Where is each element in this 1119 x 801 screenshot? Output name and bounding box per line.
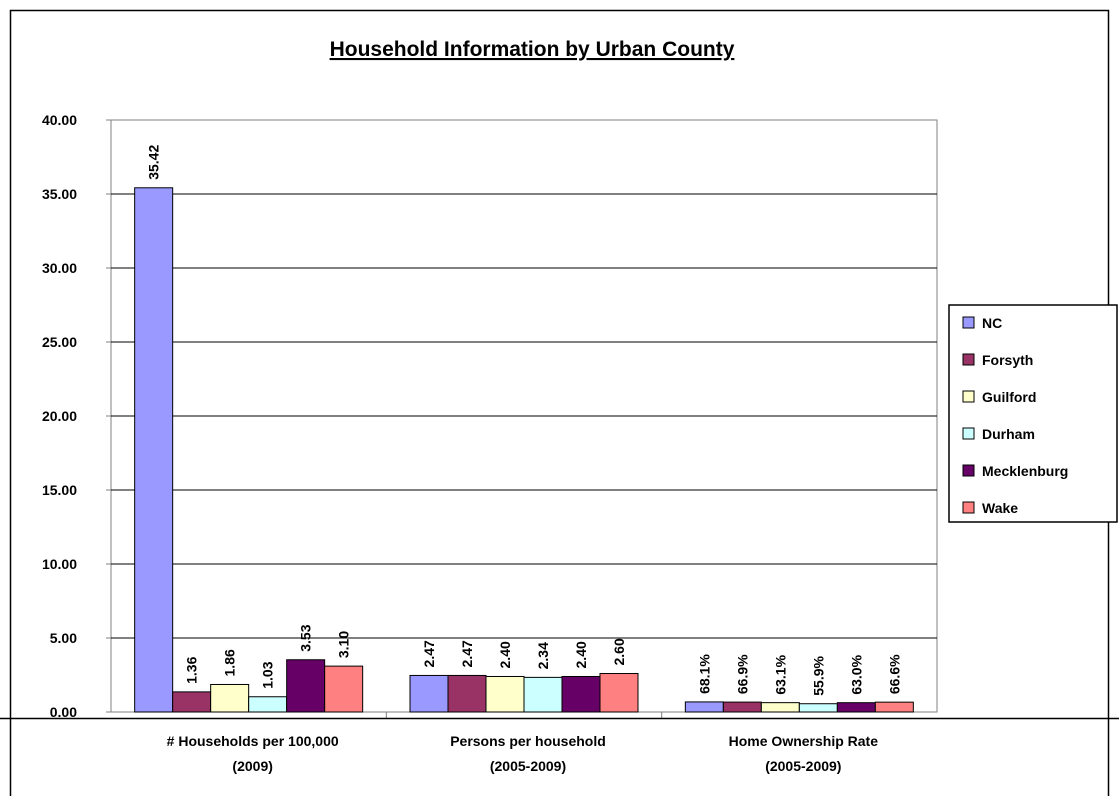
data-label: 1.36 [184,656,200,683]
x-axis-label: # Households per 100,000 [167,733,339,749]
y-tick-label: 35.00 [42,186,77,202]
bar-wake [874,701,914,713]
bar-mecklenburg [836,702,876,713]
bar-forsyth [722,701,762,713]
legend-label: NC [982,315,1002,331]
bar-forsyth [447,674,487,713]
data-label: 3.53 [298,624,314,651]
data-label: 63.1% [772,654,788,694]
data-labels: 35.42 1.36 1.86 1.03 3.53 3.10 2.47 2.47 2.40 2.3… [146,145,903,696]
legend-label: Mecklenburg [982,463,1068,479]
y-tick-label: 10.00 [42,556,77,572]
bar-wake [324,665,364,713]
legend-box [948,304,1118,523]
legend-label: Durham [982,426,1035,442]
bar-mecklenburg [286,659,326,713]
bar-guilford [760,702,800,713]
bars [134,187,914,713]
y-tick-label: 30.00 [42,260,77,276]
x-axis-label: (2005-2009) [490,758,566,774]
data-label: 1.86 [222,649,238,676]
y-tick-label: 0.00 [50,704,77,720]
gridlines [111,193,937,718]
legend-swatch-nc [962,316,975,329]
x-axis-label: Home Ownership Rate [729,733,879,749]
data-label: 68.1% [696,654,712,694]
bar-nc [684,701,724,713]
bar-guilford [210,683,250,713]
bar-durham [248,696,288,713]
bar-guilford [485,675,525,713]
x-axis-labels: # Households per 100,000 (2009) Persons pe… [167,733,879,774]
chart-title: Household Information by Urban County [330,38,735,61]
y-tick-label: 5.00 [50,630,77,646]
data-label: 2.47 [421,640,437,667]
bar-nc [409,674,449,713]
legend-swatch-mecklenburg [962,464,975,477]
data-label: 66.9% [734,654,750,694]
y-tick-label: 25.00 [42,334,77,350]
data-label: 2.60 [611,638,627,665]
y-tick-label: 15.00 [42,482,77,498]
data-label: 3.10 [336,631,352,658]
bar-mecklenburg [561,675,601,713]
y-axis-ticks: 0.00 5.00 10.00 15.00 20.00 25.00 30.00 35.00 40… [42,112,111,720]
data-label: 1.03 [260,661,276,688]
data-label: 66.6% [886,654,902,694]
x-axis-label: (2005-2009) [765,758,841,774]
legend-swatch-forsyth [962,353,975,366]
data-label: 2.40 [573,641,589,668]
x-axis-label: Persons per household [450,733,606,749]
data-label: 2.34 [535,642,551,669]
y-tick-label: 20.00 [42,408,77,424]
bar-durham [523,676,563,713]
legend-swatch-wake [962,501,975,514]
legend-label: Wake [982,500,1018,516]
y-tick-label: 40.00 [42,112,77,128]
legend: NC Forsyth Guilford Durham Mecklenburg Wake [948,304,1118,523]
data-label: 63.0% [848,654,864,694]
bar-forsyth [172,691,212,713]
legend-swatch-guilford [962,390,975,403]
x-axis-label: (2009) [232,758,272,774]
bar-durham [798,703,838,713]
legend-swatch-durham [962,427,975,440]
legend-label: Forsyth [982,352,1033,368]
data-label: 55.9% [810,655,826,695]
data-label: 2.47 [459,640,475,667]
legend-label: Guilford [982,389,1036,405]
data-label: 2.40 [497,641,513,668]
bar-nc [134,187,174,713]
data-label: 35.42 [146,145,162,180]
bar-wake [599,673,639,713]
